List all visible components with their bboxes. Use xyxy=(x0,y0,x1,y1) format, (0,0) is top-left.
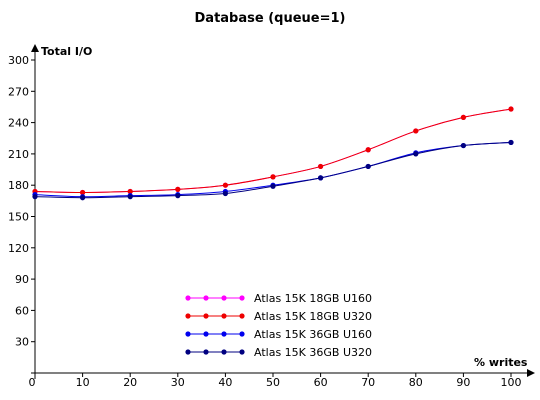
y-tick-label: 30 xyxy=(15,336,29,349)
series-line xyxy=(34,141,512,199)
y-axis-label: Total I/O xyxy=(41,45,92,58)
x-tick-label: 20 xyxy=(123,376,137,389)
legend-swatch-marker xyxy=(221,349,227,355)
legend-label: Atlas 15K 18GB U320 xyxy=(254,310,372,323)
legend: Atlas 15K 18GB U160 Atlas 15K 18GB U320 At… xyxy=(185,292,372,359)
chart-title: Database (queue=1) xyxy=(195,11,346,26)
data-point xyxy=(80,189,86,196)
data-point xyxy=(270,183,276,189)
data-point xyxy=(365,163,371,170)
series-4 xyxy=(32,139,514,201)
y-tick-label: 60 xyxy=(15,304,29,317)
legend-swatch-marker xyxy=(239,313,245,319)
y-axis-arrow xyxy=(31,44,39,52)
data-point xyxy=(222,182,228,188)
x-tick-label: 10 xyxy=(76,376,90,389)
data-point xyxy=(270,174,276,180)
y-tick-labels: 30 60 90 120 150 180 210 240 270 300 xyxy=(8,54,29,349)
legend-swatch-marker xyxy=(185,349,191,355)
series-2 xyxy=(32,106,514,196)
y-tick-label: 300 xyxy=(8,54,29,67)
series-1 xyxy=(32,106,514,196)
y-tick-label: 150 xyxy=(8,211,29,224)
data-point xyxy=(318,175,324,181)
legend-swatch-marker xyxy=(221,313,227,319)
axes xyxy=(31,44,535,379)
legend-swatch-marker xyxy=(203,313,209,319)
data-point xyxy=(32,194,38,200)
legend-swatch-marker xyxy=(185,331,191,337)
x-tick-label: 70 xyxy=(361,376,375,389)
data-point xyxy=(318,163,324,170)
legend-swatch-marker xyxy=(221,331,227,337)
legend-item: Atlas 15K 36GB U160 xyxy=(185,328,372,341)
legend-item: Atlas 15K 18GB U160 xyxy=(185,292,372,305)
legend-swatch-marker xyxy=(221,295,227,301)
series-line xyxy=(34,108,512,194)
legend-swatch-marker xyxy=(203,331,209,337)
y-tick-label: 240 xyxy=(8,117,29,130)
data-point xyxy=(508,106,514,112)
x-tick-label: 30 xyxy=(171,376,185,389)
legend-swatch-marker xyxy=(239,331,245,337)
legend-swatch-marker xyxy=(239,349,245,355)
legend-swatch-marker xyxy=(203,349,209,355)
data-point xyxy=(413,151,419,157)
legend-label: Atlas 15K 36GB U160 xyxy=(254,328,372,341)
x-axis-arrow xyxy=(527,369,535,377)
data-point xyxy=(460,142,466,149)
legend-swatch-marker xyxy=(203,295,209,301)
data-point xyxy=(175,186,181,192)
x-tick-label: 90 xyxy=(456,376,470,389)
x-tick-label: 100 xyxy=(501,376,522,389)
legend-swatch-marker xyxy=(239,295,245,301)
y-tick-label: 180 xyxy=(8,179,29,192)
legend-item: Atlas 15K 18GB U320 xyxy=(185,310,372,323)
data-point xyxy=(127,194,133,200)
x-tick-label: 40 xyxy=(218,376,232,389)
series-line xyxy=(34,108,512,194)
x-axis-label: % writes xyxy=(474,356,528,369)
x-tick-label: 80 xyxy=(409,376,423,389)
x-tick-labels: 0 10 20 30 40 50 60 70 80 90 100 xyxy=(29,376,522,389)
legend-swatch-marker xyxy=(185,295,191,301)
x-tick-label: 0 xyxy=(29,376,36,389)
data-point xyxy=(508,139,514,146)
data-point xyxy=(413,128,419,134)
data-point xyxy=(127,188,133,195)
legend-label: Atlas 15K 36GB U320 xyxy=(254,346,372,359)
y-tick-label: 210 xyxy=(8,148,29,161)
y-tick-label: 90 xyxy=(15,273,29,286)
data-point xyxy=(222,190,228,197)
data-point xyxy=(80,195,86,201)
x-tick-label: 60 xyxy=(314,376,328,389)
legend-swatch-marker xyxy=(185,313,191,319)
legend-item: Atlas 15K 36GB U320 xyxy=(185,346,372,359)
data-point xyxy=(460,114,466,120)
x-tick-label: 50 xyxy=(266,376,280,389)
series-lines xyxy=(32,106,514,201)
data-point xyxy=(175,193,181,199)
legend-label: Atlas 15K 18GB U160 xyxy=(254,292,372,305)
y-tick-label: 270 xyxy=(8,85,29,98)
data-point xyxy=(365,147,371,153)
y-tick-label: 120 xyxy=(8,242,29,255)
